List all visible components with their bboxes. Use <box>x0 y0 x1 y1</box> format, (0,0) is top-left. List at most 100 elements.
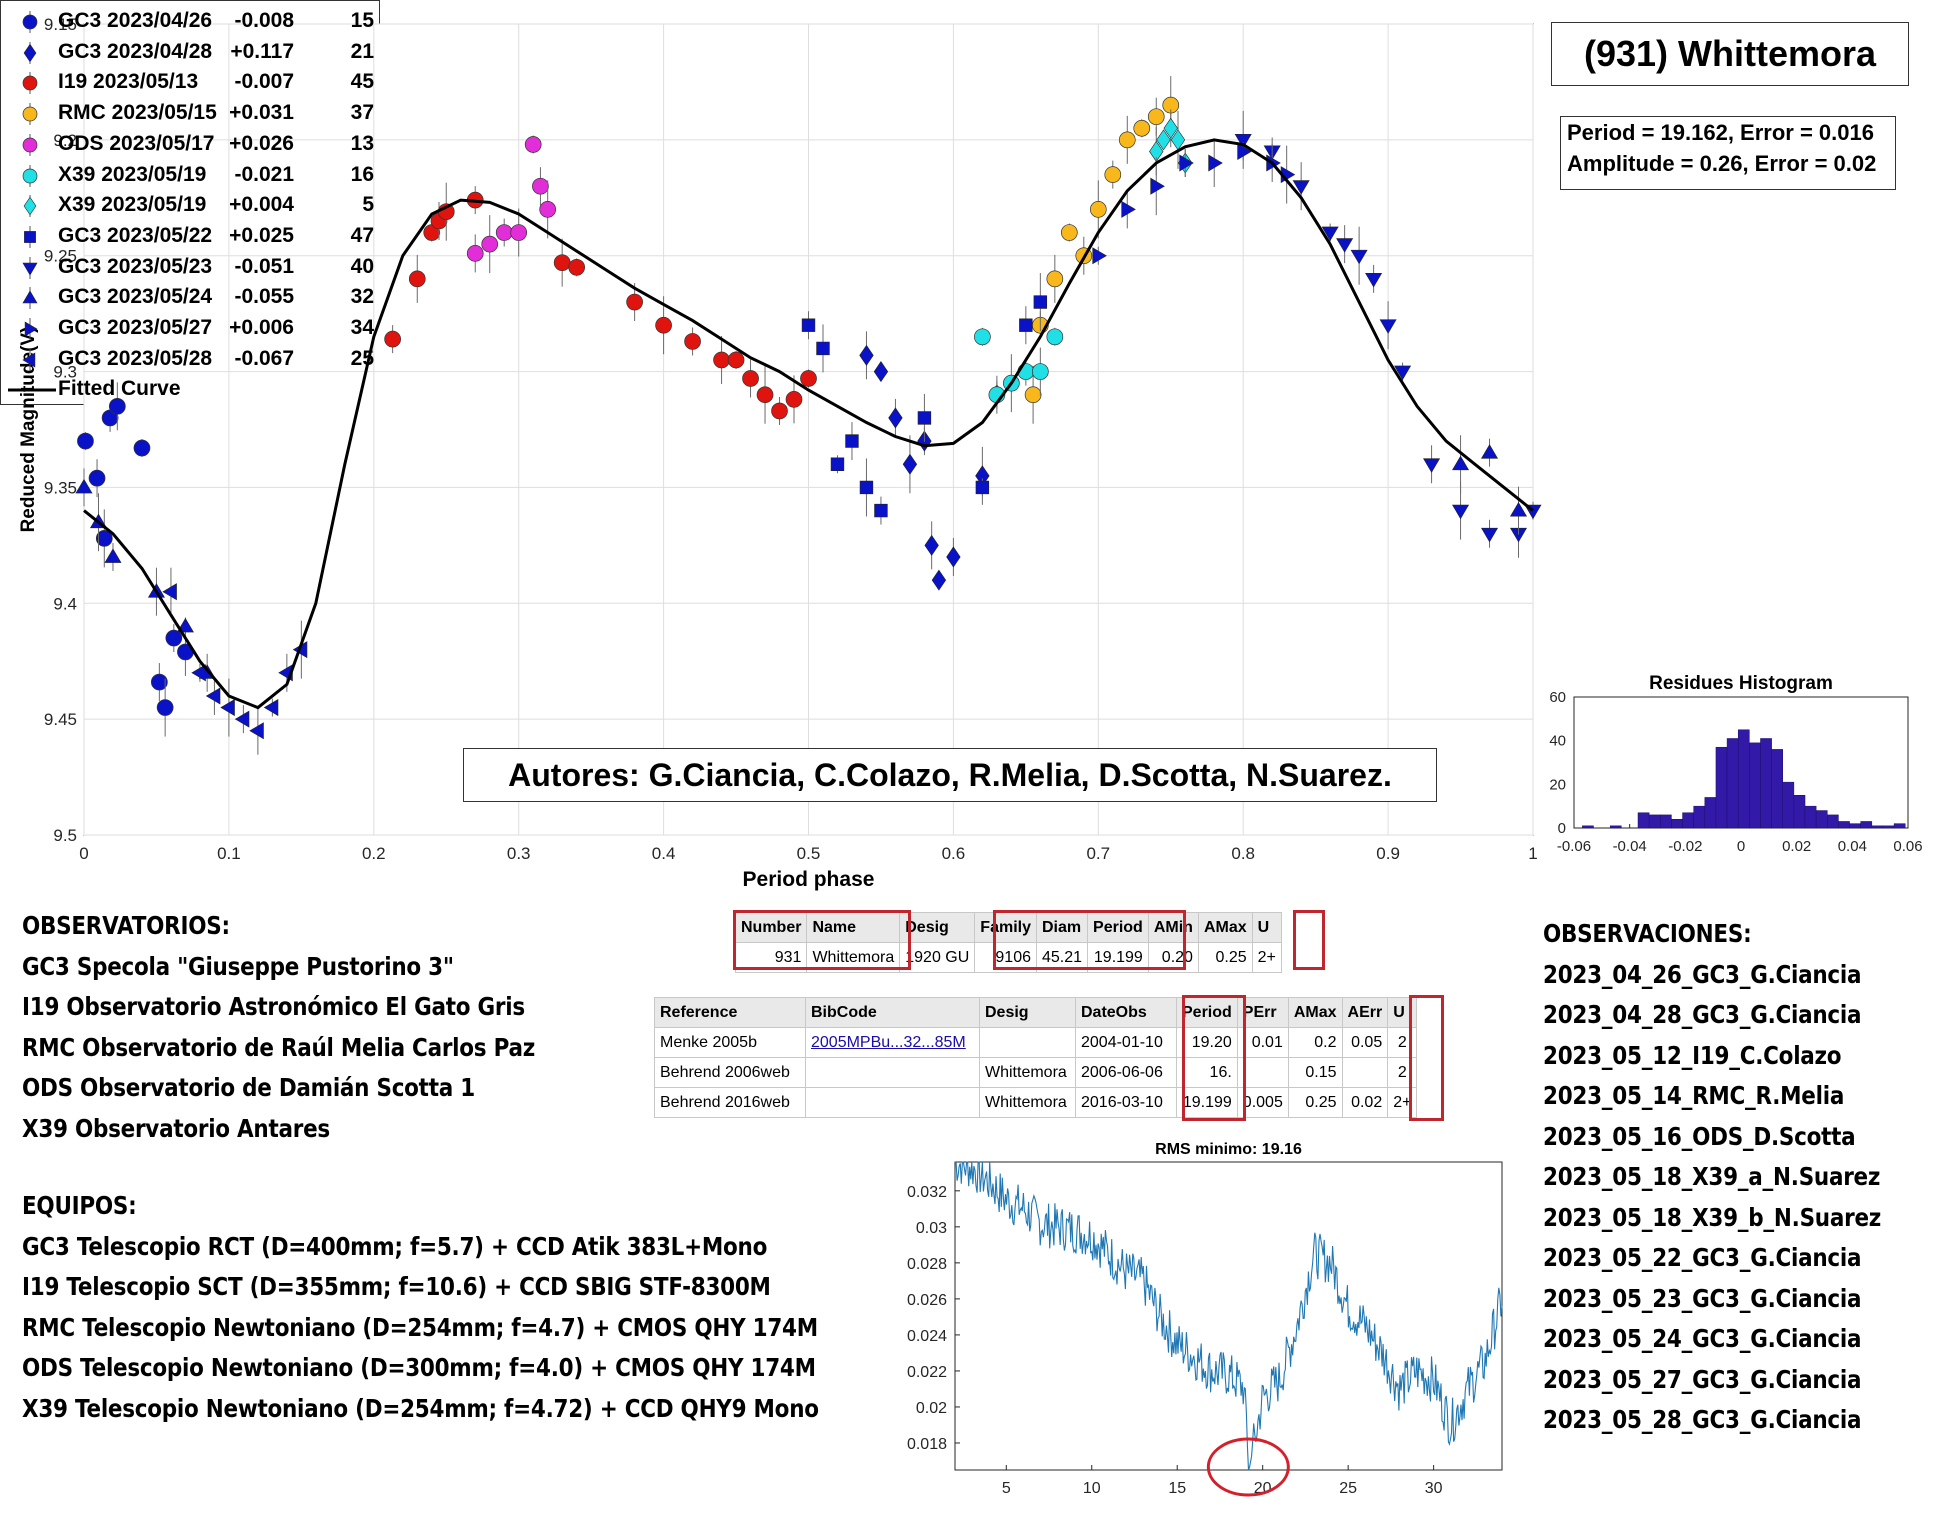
data-point <box>1423 458 1441 473</box>
data-point <box>1336 238 1354 253</box>
data-point <box>150 673 168 691</box>
bibcode-link[interactable] <box>805 1057 980 1088</box>
x-tick-label: 0.2 <box>362 844 386 863</box>
legend-count: 37 <box>350 101 374 125</box>
data-point <box>655 316 672 334</box>
x-tick-label: 0.3 <box>507 844 531 863</box>
data-point <box>785 391 803 408</box>
col-header: DateObs <box>1075 997 1177 1028</box>
cell: 2016-03-10 <box>1075 1087 1177 1118</box>
observaciones-section: OBSERVACIONES: 2023_04_26_GC3_G.Ciancia … <box>1543 914 1881 1441</box>
y-tick-label: 9.15 <box>44 15 77 34</box>
observatorio-item: RMC Observatorio de Raúl Melia Carlos Pa… <box>22 1032 536 1062</box>
legend-marker-shape <box>23 43 37 62</box>
data-point <box>1104 166 1122 183</box>
table-header-row: Number Name Desig Family Diam Period AMi… <box>734 912 1282 943</box>
legend-entry: GC3 2023/05/27 +0.006 34 <box>0 313 378 343</box>
cell: Menke 2005b <box>654 1027 806 1058</box>
col-header: U <box>1387 997 1418 1028</box>
data-point <box>1060 224 1078 241</box>
data-point <box>1509 502 1528 517</box>
data-point <box>176 617 194 633</box>
data-point <box>1031 363 1049 380</box>
observacion-item: 2023_05_22_GC3_G.Ciancia <box>1543 1243 1862 1272</box>
data-point <box>830 457 845 471</box>
table-header-row: Reference BibCode Desig DateObs Period P… <box>654 997 1418 1028</box>
data-point <box>888 407 903 429</box>
data-point <box>165 629 183 647</box>
legend-marker <box>22 287 38 310</box>
highlight-box <box>1409 995 1444 1121</box>
legend-marker <box>22 72 38 95</box>
lcdb-summary-table: Number Name Desig Family Diam Period AMi… <box>734 912 1282 973</box>
bibcode-link[interactable] <box>805 1087 980 1118</box>
data-point <box>95 530 113 547</box>
legend-marker <box>22 11 38 33</box>
histogram-bar <box>1609 825 1622 829</box>
data-point <box>1237 142 1252 160</box>
cell: 2+ <box>1387 1087 1418 1118</box>
data-point <box>816 341 830 356</box>
legend-count: 13 <box>350 131 374 155</box>
observatorios-section: OBSERVATORIOS: GC3 Specola "Giuseppe Pus… <box>22 906 535 1149</box>
data-point <box>75 478 93 494</box>
data-point <box>873 361 889 383</box>
legend-count: 40 <box>350 254 374 278</box>
legend-marker-shape <box>24 321 38 337</box>
legend-offset: -0.055 <box>234 285 294 309</box>
cell: 0.15 <box>1287 1057 1343 1088</box>
rms-line <box>954 1161 1503 1471</box>
x-tick-label: 0.6 <box>942 844 966 863</box>
data-point <box>1452 455 1470 471</box>
legend-count: 32 <box>350 285 374 309</box>
cell: 9106 <box>974 942 1037 973</box>
table-row: Behrend 2006web Whittemora 2006-06-06 16… <box>654 1057 1418 1088</box>
legend-entry: X39 2023/05/19 +0.004 5 <box>0 190 378 220</box>
y-tick-label: 9.35 <box>44 478 77 497</box>
legend-marker <box>22 164 38 187</box>
y-axis-label: Reduced Magnitude(V) <box>18 327 39 533</box>
y-tick-label: 9.3 <box>53 363 77 382</box>
data-point <box>1179 154 1194 172</box>
observacion-item: 2023_05_12_I19_C.Colazo <box>1543 1040 1842 1070</box>
bibcode-link[interactable]: 2005MPBu...32...85M <box>805 1027 980 1058</box>
observatorio-item: GC3 Specola "Giuseppe Pustorino 3" <box>22 951 454 981</box>
histogram-title: Residues Histogram <box>1649 673 1833 694</box>
data-point <box>1350 249 1368 265</box>
legend-count: 15 <box>350 9 374 32</box>
cell: 0.02 <box>1341 1087 1389 1118</box>
data-point <box>1292 180 1310 195</box>
x-tick-label: -0.04 <box>1613 838 1647 855</box>
observacion-item: 2023_05_28_GC3_G.Ciancia <box>1543 1405 1862 1434</box>
legend-marker-shape <box>22 290 38 304</box>
observacion-item: 2023_04_28_GC3_G.Ciancia <box>1543 1000 1862 1029</box>
legend-offset: -0.008 <box>234 9 294 32</box>
data-point <box>510 224 528 241</box>
data-point <box>1133 119 1151 137</box>
x-tick-label: 5 <box>1002 1480 1011 1497</box>
legend-offset: -0.007 <box>234 70 294 94</box>
data-point <box>234 710 250 728</box>
legend-entry: GC3 2023/05/23 -0.051 40 <box>0 252 378 282</box>
data-point <box>931 569 947 591</box>
legend-marker <box>24 318 38 340</box>
data-point <box>626 293 643 311</box>
col-header: AMax <box>1287 997 1343 1028</box>
data-point <box>1147 108 1165 126</box>
cell: Whittemora <box>979 1087 1076 1118</box>
legend-entry: RMC 2023/05/15 +0.031 37 <box>0 98 378 128</box>
x-tick-label: 0.4 <box>652 844 676 863</box>
y-tick-label: 9.2 <box>53 131 77 150</box>
data-point <box>1208 154 1223 172</box>
data-point <box>539 201 557 218</box>
histogram-bar <box>1893 823 1906 829</box>
y-tick-label: 0.024 <box>907 1328 947 1345</box>
legend-label: Fitted Curve <box>58 377 181 401</box>
legend-count: 16 <box>350 162 374 186</box>
legend-offset: +0.006 <box>229 316 294 339</box>
x-tick-label: 0.06 <box>1893 838 1922 855</box>
observatorio-item: I19 Observatorio Astronómico El Gato Gri… <box>22 992 525 1021</box>
legend-label: ODS 2023/05/17 <box>58 131 215 155</box>
y-tick-label: 0.018 <box>907 1436 947 1453</box>
